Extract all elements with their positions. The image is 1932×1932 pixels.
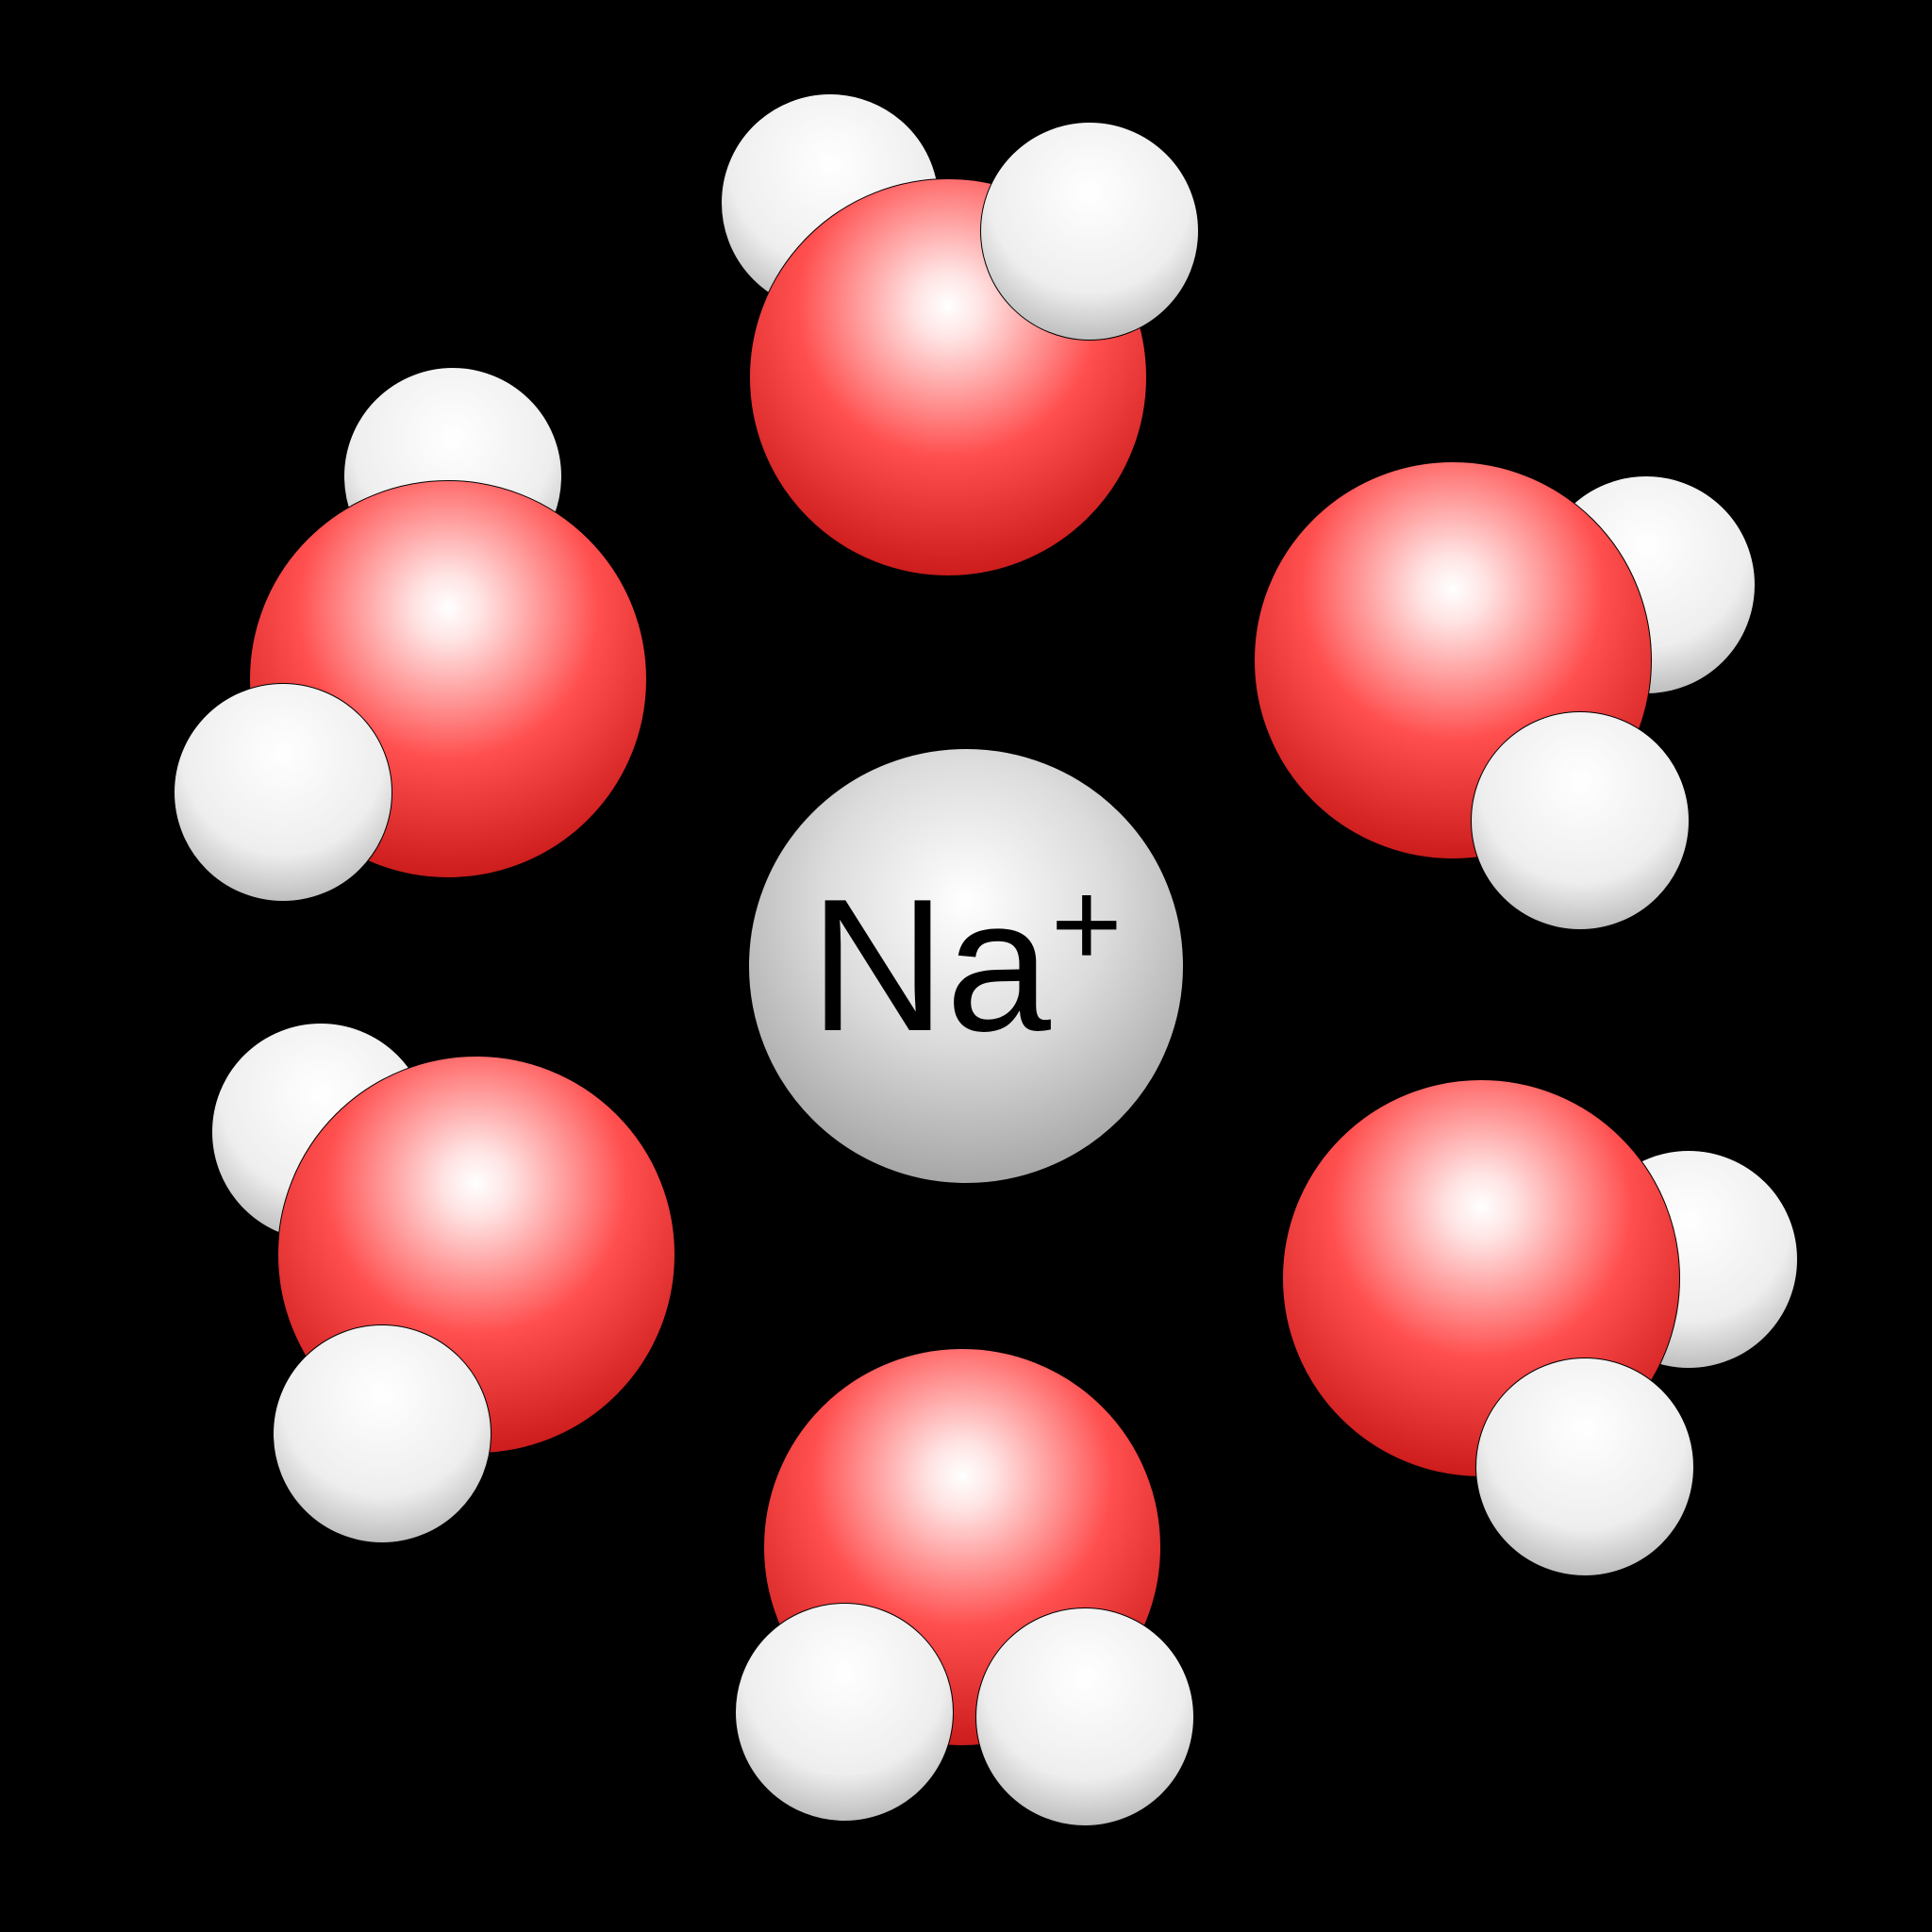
diagram-stage: Na+ [0,0,1932,1932]
water-bottom-right-hydrogen-2 [1475,1357,1694,1576]
ion-symbol-text: Na [809,872,1051,1060]
water-bottom-hydrogen-2 [975,1607,1194,1826]
water-bottom-left-hydrogen-2 [273,1324,491,1543]
water-top-left-hydrogen-2 [174,683,392,902]
water-top-hydrogen-2 [980,122,1199,341]
sodium-ion-label: Na+ [809,872,1123,1060]
water-top-right-hydrogen-2 [1471,711,1690,930]
ion-charge-text: + [1051,862,1123,985]
water-bottom-hydrogen-1 [735,1603,954,1822]
